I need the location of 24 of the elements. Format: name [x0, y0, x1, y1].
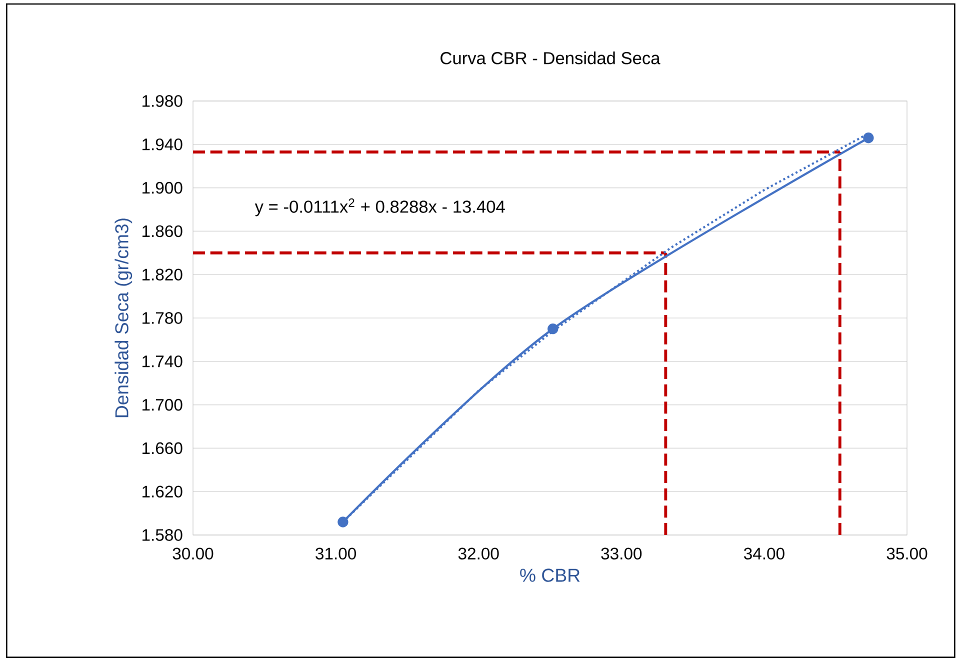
x-tick-label: 34.00	[744, 548, 784, 560]
y-tick-label: 1.780	[142, 312, 182, 324]
x-tick-label: 35.00	[886, 548, 928, 560]
y-tick-label: 1.940	[142, 138, 182, 150]
y-axis-title: Densidad Seca (gr/cm3)	[114, 218, 132, 418]
x-tick-label: 32.00	[458, 548, 499, 560]
y-tick-label: 1.900	[142, 182, 182, 194]
annotation: y = -0.0111x$^{2}$ + 0.8288x - 13.404	[254, 198, 505, 216]
x-axis-title: % CBR	[520, 568, 580, 582]
y-tick-label: 1.820	[142, 268, 182, 281]
y-tick-label: 1.660	[142, 442, 182, 454]
point	[548, 324, 558, 334]
x-tick-label: 31.00	[316, 548, 356, 560]
y-tick-label: 1.700	[142, 398, 182, 411]
point	[863, 132, 874, 144]
x-tick-label: 33.00	[601, 548, 642, 560]
y-tick-label: 1.980	[142, 95, 182, 107]
y-tick-label: 1.740	[142, 356, 182, 368]
chart-title: Curva CBR - Densidad Seca	[440, 52, 660, 64]
point	[338, 516, 348, 528]
y-tick-label: 1.620	[142, 486, 182, 498]
y-tick-label: 1.580	[142, 529, 182, 541]
x-tick-label: 30.00	[172, 548, 214, 560]
y-tick-label: 1.860	[142, 225, 182, 238]
